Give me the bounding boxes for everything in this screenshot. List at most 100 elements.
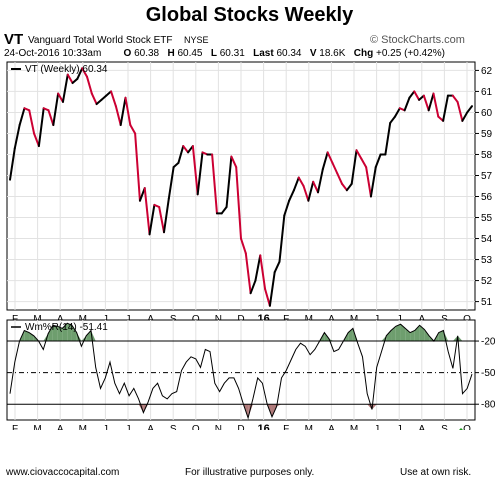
security-name: Vanguard Total World Stock ETF (28, 35, 173, 46)
price-segment (71, 77, 79, 85)
last-value: 60.34 (276, 48, 302, 59)
y-tick-label: 62 (481, 66, 493, 77)
open-label: O (123, 48, 132, 59)
price-segment (345, 182, 353, 192)
price-segment (249, 279, 257, 295)
y-tick-label: 52 (481, 276, 493, 287)
price-segment (259, 254, 267, 290)
high-label: H (167, 48, 175, 59)
wr-x-tick-label: F (12, 424, 18, 430)
website-text: www.ciovaccocapital.com (6, 467, 120, 478)
price-segment (240, 237, 247, 255)
price-segment (292, 176, 300, 192)
y-tick-label: 54 (481, 234, 493, 245)
price-segment (158, 206, 165, 234)
price-segment (456, 100, 464, 122)
price-segment (288, 189, 295, 202)
y-tick-label: 57 (481, 171, 493, 182)
price-segment (124, 96, 132, 127)
quote-datetime: 24-Oct-2016 10:33am (4, 48, 102, 59)
y-tick-label: 60 (481, 108, 493, 119)
overbought-fill (414, 325, 420, 342)
price-segment (230, 155, 238, 169)
wr-x-tick-label: M (305, 424, 313, 430)
price-segment (52, 92, 60, 127)
wr-x-tick-label: J (397, 424, 402, 430)
price-segment (114, 105, 122, 127)
price-legend-label: VT (Weekly) 60.34 (25, 64, 108, 75)
wr-x-tick-label: M (33, 424, 41, 430)
overbought-fill (405, 328, 411, 342)
price-segment (268, 271, 276, 307)
y-tick-label: 59 (481, 129, 493, 140)
price-segment (273, 260, 281, 274)
overbought-fill (86, 330, 91, 342)
price-segment (182, 145, 190, 154)
volume-label: V (309, 48, 317, 59)
price-segment (196, 151, 204, 196)
page-title: Global Stocks Weekly (145, 4, 354, 26)
price-segment (47, 109, 55, 127)
price-segment (225, 155, 233, 209)
y-tick-label: 53 (481, 255, 493, 266)
price-segment (148, 203, 156, 236)
price-segment (360, 157, 368, 169)
price-segment (191, 145, 199, 196)
price-segment (394, 107, 401, 118)
wr-x-tick-label: A (57, 424, 64, 430)
overbought-fill (81, 335, 87, 342)
price-segment (61, 73, 69, 103)
wr-x-tick-label: S (170, 424, 177, 430)
overbought-fill (395, 324, 401, 342)
price-segment (37, 107, 45, 148)
overbought-fill (329, 338, 334, 342)
green-up-arrow-icon (459, 428, 463, 430)
price-segment (312, 180, 319, 194)
price-segment (302, 185, 310, 202)
price-segment (9, 147, 16, 181)
price-segment (413, 90, 421, 101)
price-segment (384, 121, 392, 156)
overbought-fill (438, 330, 444, 342)
price-segment (18, 107, 26, 127)
price-segment (220, 206, 228, 215)
price-segment (211, 153, 218, 215)
price-segment (244, 252, 252, 295)
wr-y-tick-label: -80 (481, 400, 496, 411)
price-segment (321, 151, 329, 171)
price-segment (95, 98, 103, 106)
price-segment (307, 180, 315, 202)
price-segment (432, 92, 440, 118)
ticker-symbol: VT (4, 31, 24, 48)
price-segment (90, 92, 98, 106)
price-segment (278, 214, 286, 263)
price-segment (389, 115, 396, 124)
exchange-label: NYSE (184, 35, 209, 45)
volume-value: 18.6K (319, 48, 346, 59)
price-segment (100, 94, 108, 101)
y-tick-label: 58 (481, 150, 493, 161)
chart-area: F M A M J J A S O N D 16 F M A M J J A S O 51 52 53 54 55 56 57 58 59… (6, 61, 496, 430)
wr-x-tick-label: S (441, 424, 448, 430)
price-segment (167, 166, 175, 200)
overbought-fill (457, 335, 463, 342)
oversold-fill (138, 404, 144, 413)
low-value: 60.31 (219, 48, 245, 59)
overbought-fill (29, 332, 34, 342)
wr-x-tick-label: N (215, 424, 222, 430)
overbought-fill (348, 328, 353, 342)
risk-text: Use at own risk. (400, 467, 472, 478)
overbought-fill (71, 325, 77, 342)
price-segment (264, 287, 271, 307)
wr-y-tick-label: -20 (481, 337, 496, 348)
price-segment (461, 111, 469, 122)
price-segment (86, 75, 93, 95)
price-segment (76, 67, 84, 80)
wr-legend-label: Wm%R(14) -51.41 (25, 322, 108, 333)
overbought-fill (67, 323, 72, 342)
oversold-fill (276, 404, 282, 407)
price-segment (355, 149, 363, 160)
wr-x-tick-label: M (79, 424, 87, 430)
overbought-fill (24, 330, 30, 342)
price-segment (81, 67, 88, 78)
